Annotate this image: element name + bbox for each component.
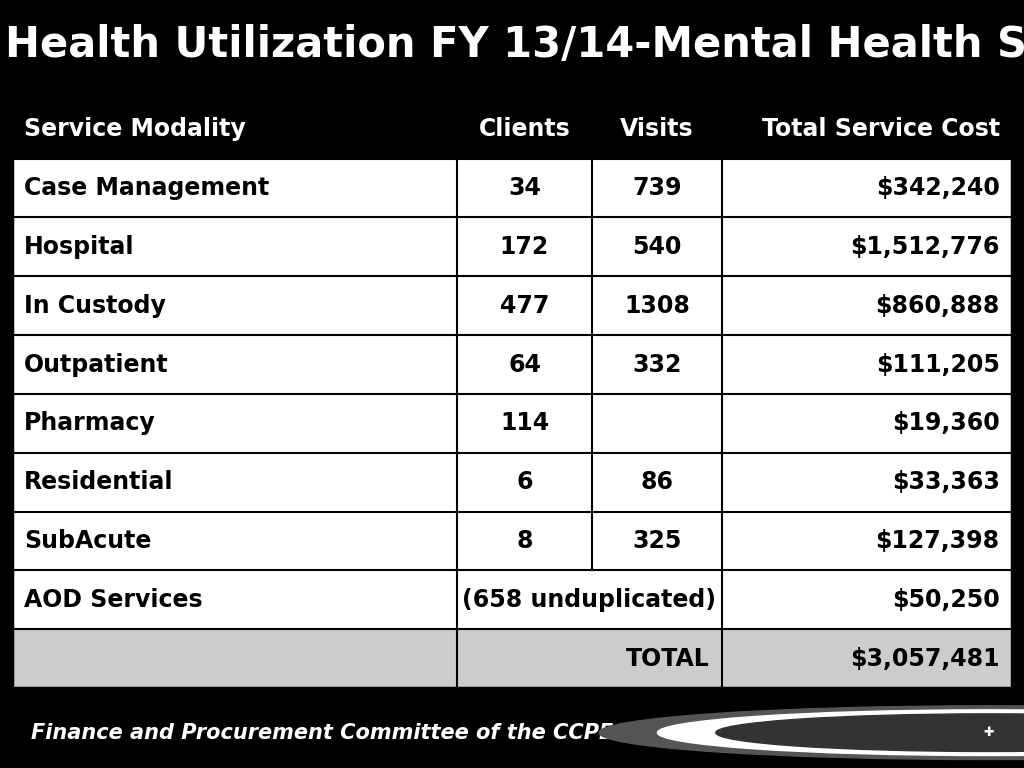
Text: 172: 172 [500, 235, 549, 259]
Text: TOTAL: TOTAL [626, 647, 710, 670]
Text: $127,398: $127,398 [876, 529, 999, 553]
Text: 114: 114 [500, 412, 549, 435]
Text: 332: 332 [632, 353, 682, 376]
Text: $50,250: $50,250 [892, 588, 999, 612]
Text: Finance and Procurement Committee of the CCPEC: Finance and Procurement Committee of the… [31, 723, 629, 743]
Bar [12, 217, 1012, 276]
Text: Visits: Visits [621, 118, 693, 141]
Text: 739: 739 [632, 176, 682, 200]
Bar [12, 276, 1012, 335]
Circle shape [657, 710, 1024, 756]
Text: (658 unduplicated): (658 unduplicated) [463, 588, 717, 612]
Bar [12, 394, 1012, 453]
Text: AOD Services: AOD Services [25, 588, 203, 612]
Bar [12, 100, 1012, 159]
Text: SubAcute: SubAcute [25, 529, 152, 553]
Bar [12, 629, 1012, 688]
Bar [12, 159, 1012, 217]
Text: 64: 64 [508, 353, 541, 376]
Text: Outpatient: Outpatient [25, 353, 169, 376]
Text: $1,512,776: $1,512,776 [850, 235, 999, 259]
Text: $860,888: $860,888 [876, 293, 999, 318]
Bar [12, 453, 1012, 511]
Text: Hospital: Hospital [25, 235, 135, 259]
Text: $111,205: $111,205 [876, 353, 999, 376]
Text: Pharmacy: Pharmacy [25, 412, 156, 435]
Text: 8: 8 [516, 529, 532, 553]
Text: 1308: 1308 [624, 293, 690, 318]
Text: 86: 86 [640, 470, 674, 495]
Text: 34: 34 [508, 176, 541, 200]
Text: In Custody: In Custody [25, 293, 166, 318]
Text: Service Modality: Service Modality [25, 118, 246, 141]
Bar [12, 571, 1012, 629]
Bar [12, 335, 1012, 394]
Circle shape [599, 706, 1024, 760]
Text: 477: 477 [500, 293, 549, 318]
Text: Case Management: Case Management [25, 176, 269, 200]
Text: $342,240: $342,240 [876, 176, 999, 200]
Text: 6: 6 [516, 470, 532, 495]
Text: $3,057,481: $3,057,481 [850, 647, 999, 670]
Bar [12, 511, 1012, 571]
Text: Clients: Clients [478, 118, 570, 141]
Circle shape [716, 714, 1024, 751]
Text: ✚: ✚ [983, 727, 993, 739]
Text: $19,360: $19,360 [892, 412, 999, 435]
Text: $33,363: $33,363 [892, 470, 999, 495]
Text: Residential: Residential [25, 470, 174, 495]
Text: Total Service Cost: Total Service Cost [762, 118, 999, 141]
Text: 540: 540 [632, 235, 682, 259]
Text: Mental Health Utilization FY 13/14-Mental Health Services: Mental Health Utilization FY 13/14-Menta… [0, 25, 1024, 66]
Text: 325: 325 [632, 529, 682, 553]
